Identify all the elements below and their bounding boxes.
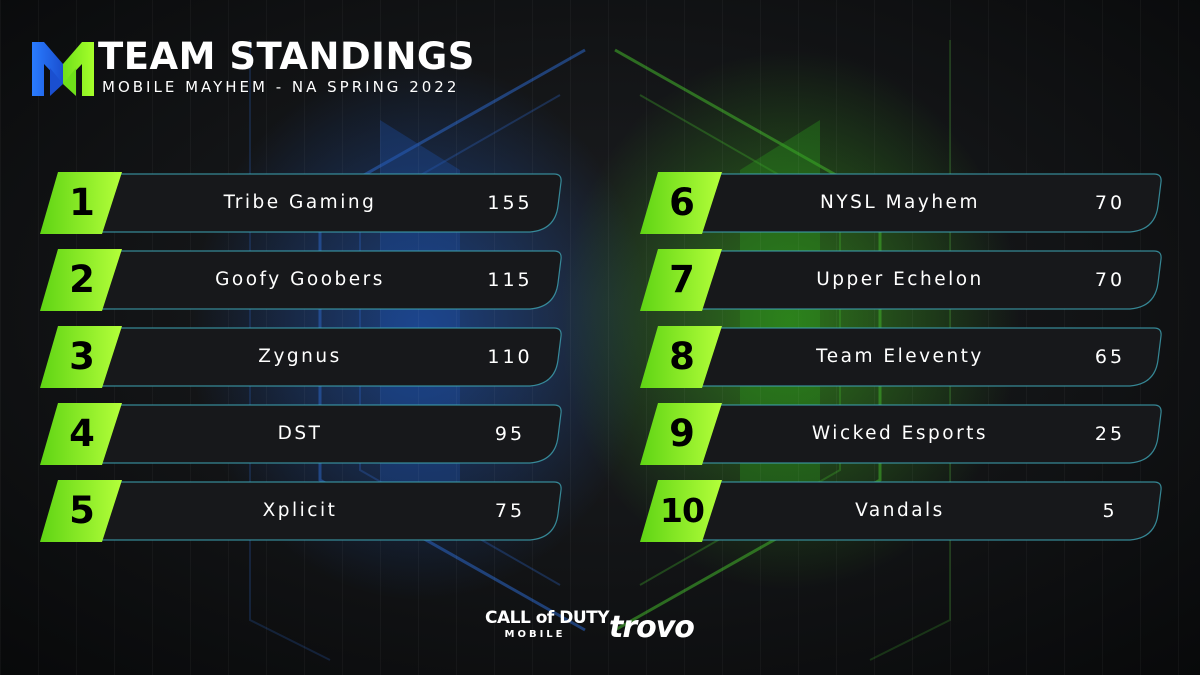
team-name: Tribe Gaming xyxy=(223,192,377,213)
row-panel xyxy=(40,172,562,234)
team-points: 75 xyxy=(494,500,526,522)
standings-column-right: 6 NYSL Mayhem 70 7 Upper Echelon 70 8 Team El… xyxy=(640,172,1165,557)
team-points: 115 xyxy=(487,269,533,291)
standing-row: 10 Vandals 5 xyxy=(640,480,1165,542)
rank-tab xyxy=(640,403,722,465)
cod-logo-subtext: MOBILE xyxy=(504,629,566,640)
row-panel xyxy=(640,403,1162,465)
standing-row: 1 Tribe Gaming 155 xyxy=(40,172,565,234)
rank-tab xyxy=(40,403,122,465)
page-subtitle: MOBILE MAYHEM - NA SPRING 2022 xyxy=(102,78,460,96)
standing-row: 8 Team Eleventy 65 xyxy=(640,326,1165,388)
row-panel xyxy=(40,249,562,311)
row-bar xyxy=(79,173,562,233)
trovo-logo: trovo xyxy=(609,610,695,645)
team-points: 155 xyxy=(487,192,533,214)
team-points: 110 xyxy=(487,346,533,368)
row-panel xyxy=(640,172,1162,234)
row-panel xyxy=(40,480,562,542)
row-bar xyxy=(79,250,562,310)
standing-row: 7 Upper Echelon 70 xyxy=(640,249,1165,311)
team-name: NYSL Mayhem xyxy=(820,192,980,213)
rank-number: 7 xyxy=(669,258,695,301)
row-panel xyxy=(640,480,1162,542)
rank-tab xyxy=(640,249,722,311)
row-bar xyxy=(79,327,562,387)
standing-row: 9 Wicked Esports 25 xyxy=(640,403,1165,465)
team-points: 70 xyxy=(1094,192,1126,214)
row-bar xyxy=(679,250,1162,310)
rank-number: 4 xyxy=(69,412,95,455)
team-name: Xplicit xyxy=(262,500,338,521)
row-bar xyxy=(679,404,1162,464)
rank-tab xyxy=(40,326,122,388)
team-points: 5 xyxy=(1102,500,1118,522)
team-name: DST xyxy=(277,423,323,444)
team-name: Zygnus xyxy=(258,346,342,367)
rank-tab xyxy=(40,480,122,542)
rank-number: 2 xyxy=(69,258,95,301)
team-name: Wicked Esports xyxy=(811,423,989,444)
team-points: 70 xyxy=(1094,269,1126,291)
rank-number: 10 xyxy=(660,491,705,530)
row-bar xyxy=(679,481,1162,541)
row-bar xyxy=(79,481,562,541)
rank-number: 5 xyxy=(69,489,95,532)
rank-tab xyxy=(40,249,122,311)
standing-row: 4 DST 95 xyxy=(40,403,565,465)
rank-tab xyxy=(640,480,722,542)
row-bar xyxy=(679,327,1162,387)
rank-tab xyxy=(40,172,122,234)
team-points: 65 xyxy=(1094,346,1126,368)
row-panel xyxy=(640,326,1162,388)
rank-number: 8 xyxy=(669,335,695,378)
rank-number: 6 xyxy=(669,181,695,224)
team-points: 95 xyxy=(494,423,526,445)
standings-column-left: 1 Tribe Gaming 155 2 Goofy Goobers 115 3 Zygn… xyxy=(40,172,565,557)
page-title: TEAM STANDINGS xyxy=(98,35,475,78)
rank-tab xyxy=(640,172,722,234)
rank-tab xyxy=(640,326,722,388)
standing-row: 3 Zygnus 110 xyxy=(40,326,565,388)
mobile-mayhem-logo-icon xyxy=(32,42,94,96)
row-panel xyxy=(640,249,1162,311)
rank-number: 3 xyxy=(69,335,95,378)
standing-row: 6 NYSL Mayhem 70 xyxy=(640,172,1165,234)
standing-row: 2 Goofy Goobers 115 xyxy=(40,249,565,311)
row-bar xyxy=(679,173,1162,233)
team-name: Goofy Goobers xyxy=(215,269,385,290)
team-points: 25 xyxy=(1094,423,1126,445)
row-bar xyxy=(79,404,562,464)
rank-number: 9 xyxy=(669,412,695,455)
row-panel xyxy=(40,326,562,388)
team-name: Team Eleventy xyxy=(816,346,984,367)
rank-number: 1 xyxy=(69,181,95,224)
standing-row: 5 Xplicit 75 xyxy=(40,480,565,542)
cod-logo-text: CALL of DUTY xyxy=(485,608,610,628)
call-of-duty-mobile-logo: CALL of DUTY MOBILE xyxy=(485,608,610,641)
row-panel xyxy=(40,403,562,465)
team-name: Vandals xyxy=(855,500,945,521)
team-name: Upper Echelon xyxy=(816,269,984,290)
